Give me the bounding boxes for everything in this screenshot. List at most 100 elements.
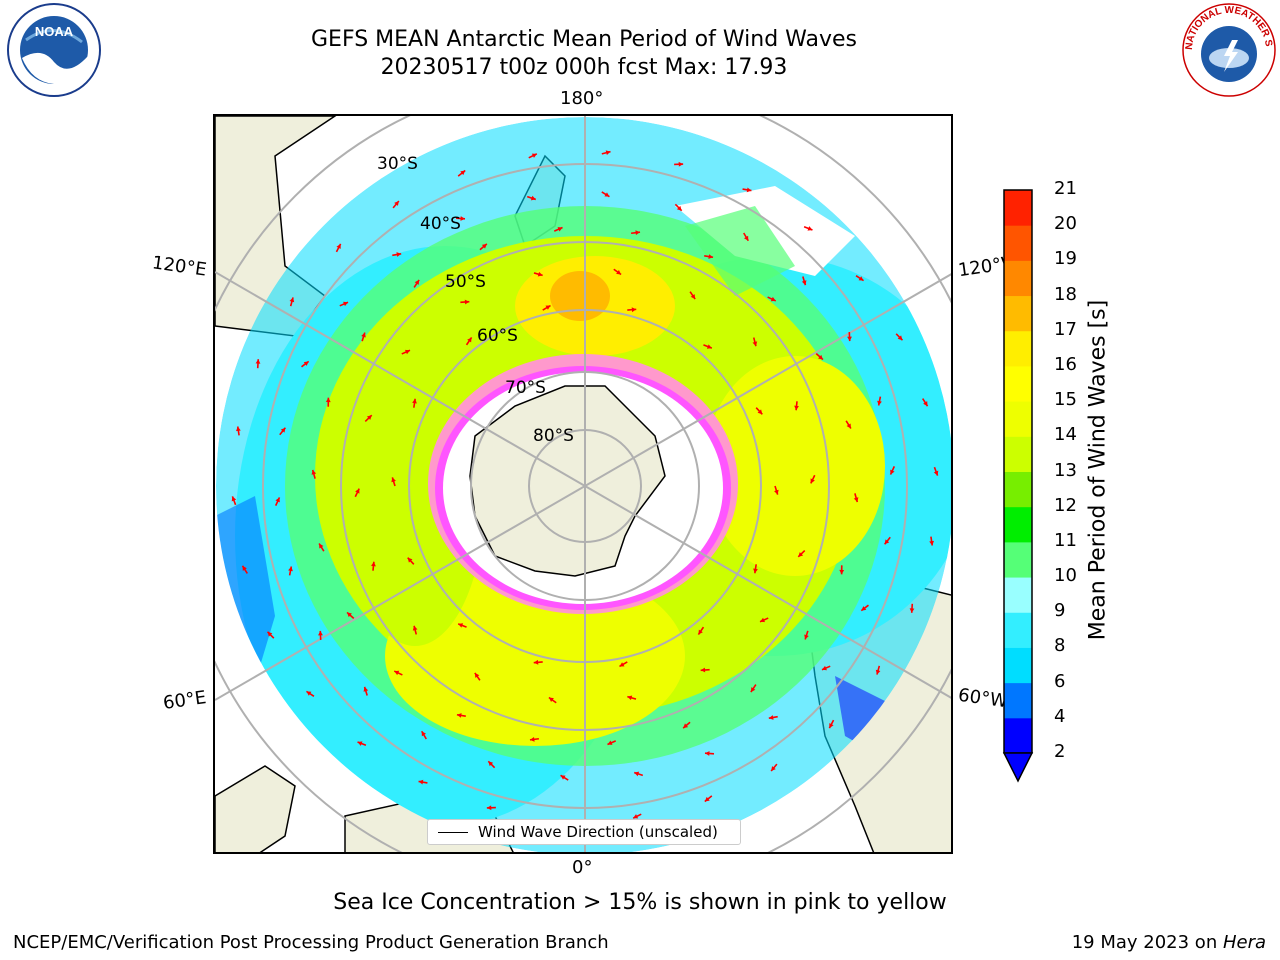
colorbar	[1002, 189, 1034, 783]
wind-wave-arrowhead	[533, 659, 539, 665]
colorbar-block	[1004, 471, 1032, 508]
wind-wave-arrowhead	[923, 401, 928, 407]
wind-wave-arrowhead	[884, 539, 890, 545]
wind-wave-arrowhead	[839, 569, 845, 575]
wind-wave-arrowhead	[631, 307, 637, 313]
wind-wave-arrowhead	[557, 227, 563, 232]
wind-wave-arrowhead	[412, 625, 418, 631]
wind-wave-arrowhead	[548, 697, 554, 703]
wind-wave-arrowhead	[391, 477, 396, 483]
wind-wave-arrowhead	[336, 243, 341, 249]
wind-wave-arrowhead	[847, 336, 852, 342]
nws-logo: NATIONAL WEATHER SERVICE	[1176, 0, 1278, 98]
footer-credit: NCEP/EMC/Verification Post Processing Pr…	[13, 932, 609, 953]
wind-wave-arrowhead	[708, 254, 714, 259]
wind-wave-arrowhead	[236, 426, 241, 432]
wind-wave-arrowhead	[488, 761, 494, 767]
wind-wave-arrowhead	[753, 568, 758, 574]
wind-wave-arrowhead	[460, 170, 466, 176]
wind-wave-arrowhead	[746, 187, 752, 193]
wind-wave-arrowhead	[363, 686, 369, 692]
colorbar-block	[1004, 295, 1032, 332]
wind-wave-arrowhead	[357, 741, 363, 746]
wind-wave-arrowhead	[897, 335, 903, 341]
wind-wave-arrowhead	[319, 543, 324, 549]
colorbar-block	[1004, 436, 1032, 472]
wind-wave-arrowhead	[231, 496, 237, 502]
wind-wave-arrowhead	[877, 400, 882, 406]
colorbar-tick: 11	[1054, 529, 1077, 551]
wind-wave-arrowhead	[289, 297, 295, 303]
wind-wave-arrowhead	[255, 359, 261, 364]
wind-wave-arrowhead	[474, 672, 480, 678]
wind-wave-arrowhead	[909, 608, 915, 613]
colorbar-block	[1004, 330, 1032, 367]
colorbar-block	[1004, 401, 1032, 437]
wind-wave-arrowhead	[418, 779, 424, 785]
wind-wave-arrowhead	[531, 153, 537, 158]
colorbar-tick: 16	[1054, 353, 1077, 375]
wind-wave-arrowhead	[275, 497, 280, 503]
wind-wave-arrowhead	[853, 497, 859, 503]
colorbar-block	[1004, 682, 1032, 719]
colorbar-tick: 9	[1054, 600, 1066, 622]
wind-wave-arrowhead	[343, 301, 349, 307]
wind-wave-arrowhead	[633, 814, 639, 819]
wind-wave-arrowhead	[311, 469, 317, 475]
wind-wave-arrowhead	[678, 161, 684, 167]
wind-wave-arrowhead	[560, 775, 566, 780]
wind-wave-arrowhead	[355, 488, 360, 494]
colorbar-tick: 19	[1054, 248, 1077, 270]
wind-wave-arrowhead	[486, 805, 492, 811]
wind-wave-arrowhead	[743, 235, 749, 241]
wind-wave-arrows	[231, 150, 939, 819]
wind-wave-arrowhead	[875, 669, 881, 675]
lon-label-0: 0°	[572, 857, 593, 878]
wind-wave-arrowhead	[404, 349, 410, 355]
wind-wave-arrowhead	[347, 612, 352, 618]
lat-label-60s: 60°S	[477, 326, 518, 346]
wind-wave-arrowhead	[414, 279, 420, 285]
wind-wave-arrowhead	[267, 631, 273, 637]
wind-wave-arrowhead	[933, 470, 939, 476]
wind-wave-arrowhead	[456, 713, 462, 718]
wind-wave-arrowhead	[683, 723, 689, 729]
wind-wave-arrowhead	[771, 766, 776, 772]
wind-wave-arrowhead	[706, 344, 712, 349]
colorbar-tick: 15	[1054, 389, 1077, 411]
wind-wave-arrowhead	[810, 478, 815, 484]
colorbar-block	[1004, 541, 1032, 578]
colorbar-tick: 13	[1054, 459, 1077, 481]
wind-wave-arrowhead	[607, 740, 613, 745]
wind-wave-arrowhead	[890, 469, 895, 475]
wind-wave-arrowhead	[605, 150, 611, 156]
wind-wave-arrowhead	[467, 337, 472, 343]
wind-wave-arrowhead	[690, 294, 696, 300]
wind-wave-arrowhead	[698, 629, 703, 635]
lat-label-70s: 70°S	[505, 378, 546, 398]
lon-label-120e: 120°E	[150, 252, 208, 281]
wind-wave-arrowhead	[700, 667, 706, 673]
wind-wave-arrowhead	[394, 200, 399, 206]
colorbar-block	[1004, 225, 1032, 261]
colorbar-tick: 6	[1054, 670, 1066, 692]
colorbar-tick: 18	[1054, 283, 1077, 305]
wind-wave-arrowhead	[371, 561, 376, 567]
colorbar-block	[1004, 647, 1032, 684]
wind-wave-arrowhead	[750, 687, 756, 693]
wind-wave-arrowhead	[704, 796, 710, 802]
wind-wave-arrowhead	[634, 771, 640, 777]
map-legend: Wind Wave Direction (unscaled)	[427, 819, 741, 845]
wind-wave-arrowhead	[530, 195, 536, 201]
wind-wave-arrowhead	[288, 566, 293, 572]
wind-wave-arrowhead	[421, 731, 427, 737]
wind-wave-arrowhead	[280, 427, 286, 433]
wind-wave-arrowhead	[676, 205, 682, 211]
wind-wave-arrowhead	[929, 540, 934, 546]
colorbar-block	[1004, 506, 1032, 543]
wind-wave-arrowhead	[464, 299, 470, 305]
wind-wave-arrowhead	[760, 617, 766, 623]
lat-label-40s: 40°S	[420, 214, 461, 234]
wind-wave-arrowhead	[801, 280, 807, 286]
wind-wave-arrowhead	[804, 634, 809, 640]
